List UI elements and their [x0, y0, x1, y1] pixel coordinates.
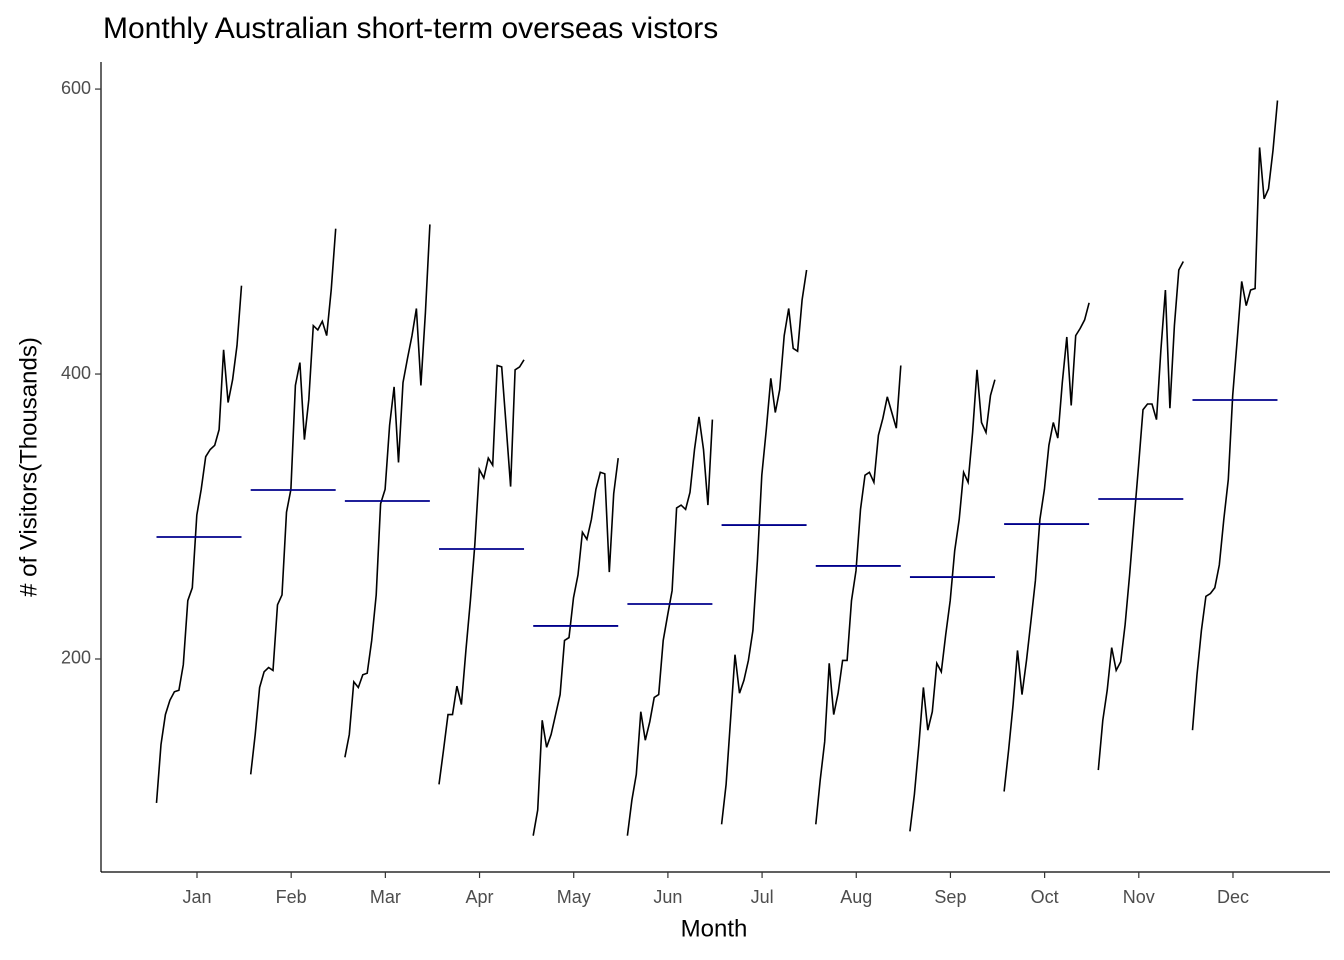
x-tick-label: Oct	[1031, 887, 1059, 907]
y-tick-label: 200	[61, 648, 91, 668]
x-tick-label: Nov	[1123, 887, 1155, 907]
subseries-line	[1191, 100, 1279, 731]
subseries-line	[532, 457, 619, 836]
x-tick-label: May	[557, 887, 591, 907]
subseries-line	[1003, 302, 1090, 792]
x-tick-label: Aug	[840, 887, 872, 907]
x-tick-label: Feb	[276, 887, 307, 907]
y-tick-label: 600	[61, 78, 91, 98]
subseries-line	[909, 369, 996, 832]
y-axis-label: # of Visitors(Thousands)	[15, 337, 42, 597]
x-tick-label: Jul	[751, 887, 774, 907]
x-tick-label: Sep	[934, 887, 966, 907]
chart-title: Monthly Australian short-term overseas v…	[103, 12, 718, 45]
subseries-line	[438, 359, 525, 785]
subseries-line	[720, 269, 808, 825]
subseries-line	[815, 365, 902, 825]
subseries-line	[155, 285, 243, 803]
subseries-line	[344, 224, 431, 758]
subseries-line	[1097, 261, 1185, 771]
x-axis-label: Month	[681, 915, 748, 942]
y-tick-label: 400	[61, 363, 91, 383]
x-tick-label: Dec	[1217, 887, 1249, 907]
subseries-line	[249, 228, 337, 775]
x-tick-label: Apr	[466, 887, 494, 907]
x-tick-label: Mar	[370, 887, 401, 907]
x-tick-label: Jun	[653, 887, 682, 907]
subseries-line	[626, 416, 714, 836]
x-tick-label: Jan	[182, 887, 211, 907]
